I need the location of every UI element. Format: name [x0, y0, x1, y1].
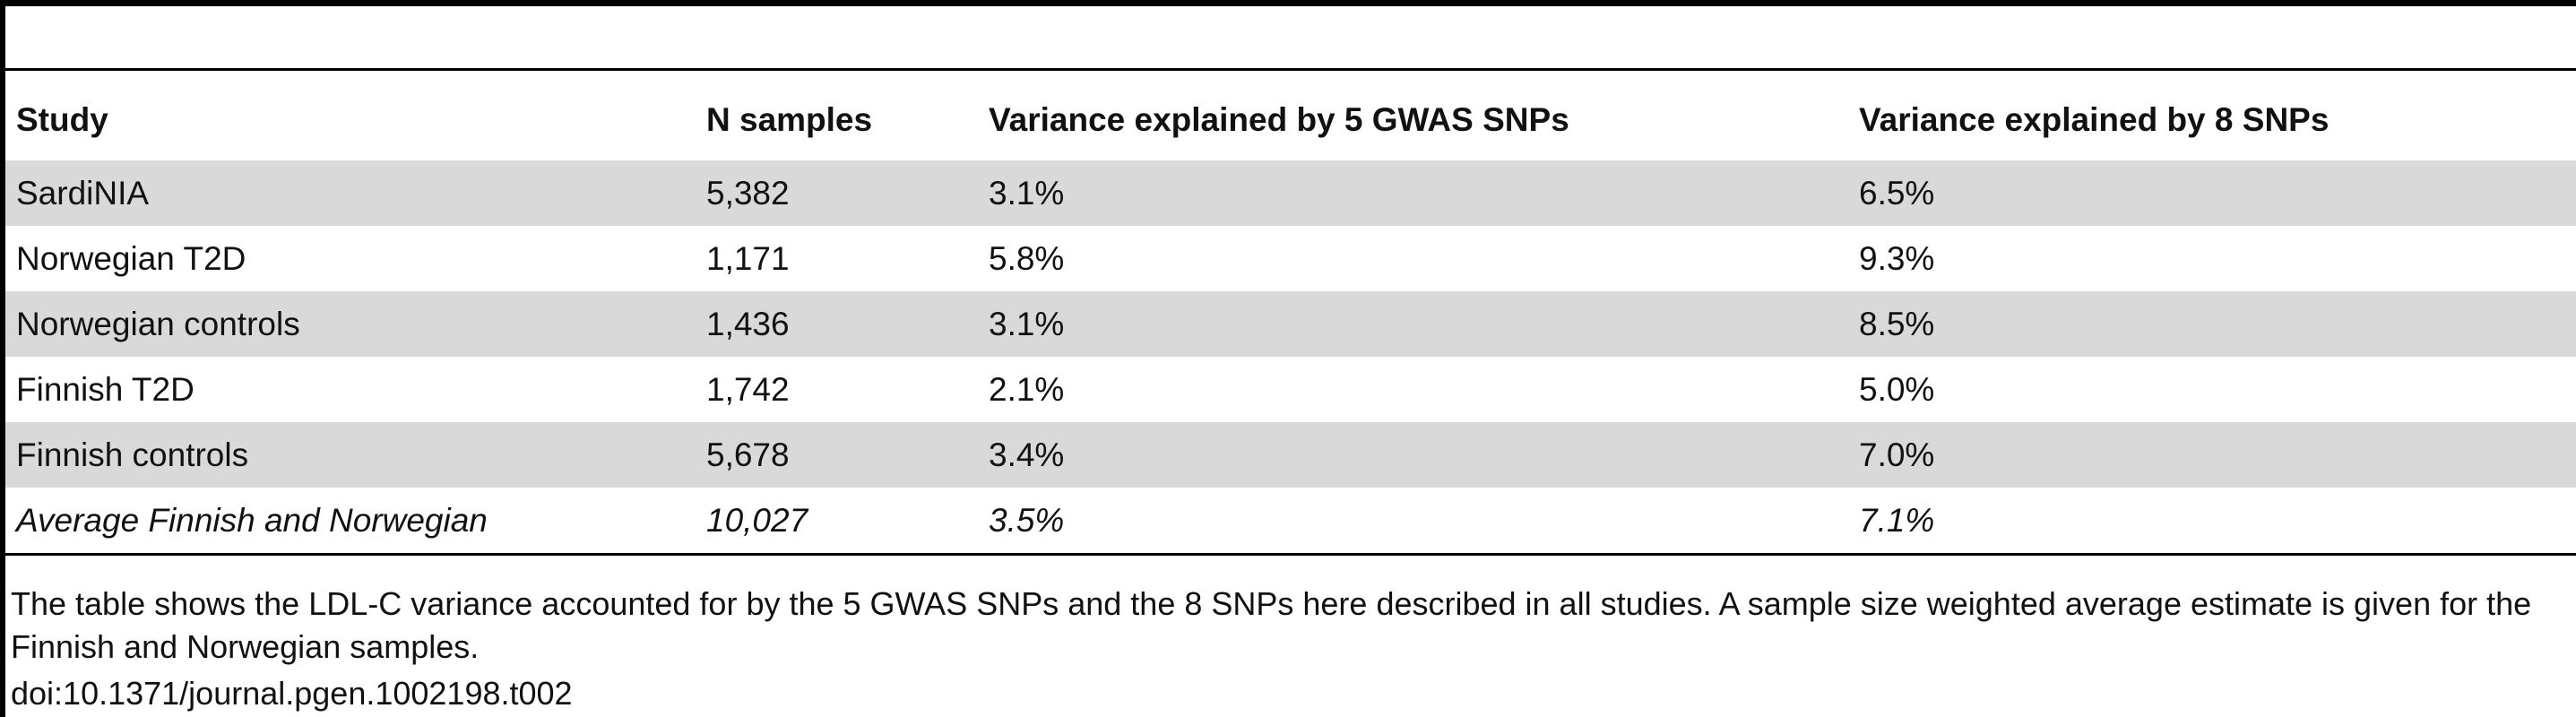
- cell-variance-5: 3.4%: [989, 436, 1065, 473]
- cell-variance-8: 7.1%: [1859, 501, 1935, 539]
- header-variance-5-gwas: Variance explained by 5 GWAS SNPs: [989, 101, 1569, 138]
- table-bottom-rule: [5, 553, 2576, 556]
- table-row: Norwegian controls 1,436 3.1% 8.5%: [5, 291, 2576, 357]
- header-study: Study: [16, 101, 108, 138]
- table-top-rule: [5, 0, 2576, 6]
- cell-study: Norwegian controls: [16, 305, 300, 342]
- cell-variance-5: 3.5%: [989, 501, 1065, 539]
- cell-variance-8: 7.0%: [1859, 436, 1935, 473]
- table-row: SardiNIA 5,382 3.1% 6.5%: [5, 160, 2576, 226]
- cell-variance-8: 6.5%: [1859, 174, 1935, 212]
- cell-variance-8: 5.0%: [1859, 370, 1935, 408]
- header-top-rule: [5, 68, 2576, 71]
- cell-study: Norwegian T2D: [16, 239, 246, 277]
- table-doi: doi:10.1371/journal.pgen.1002198.t002: [11, 675, 573, 712]
- table-row-average: Average Finnish and Norwegian 10,027 3.5…: [5, 488, 2576, 553]
- cell-variance-8: 8.5%: [1859, 305, 1935, 342]
- cell-n-samples: 1,742: [706, 370, 790, 408]
- left-border-rule: [0, 0, 5, 717]
- table-caption: The table shows the LDL-C variance accou…: [11, 585, 2532, 665]
- cell-variance-5: 3.1%: [989, 305, 1065, 342]
- cell-study: Finnish T2D: [16, 370, 194, 408]
- cell-n-samples: 10,027: [706, 501, 808, 539]
- cell-variance-8: 9.3%: [1859, 239, 1935, 277]
- cell-n-samples: 5,382: [706, 174, 790, 212]
- cell-study: Finnish controls: [16, 436, 249, 473]
- data-table: Study N samples Variance explained by 5 …: [5, 71, 2576, 553]
- header-variance-8-snps: Variance explained by 8 SNPs: [1859, 101, 2330, 138]
- cell-n-samples: 5,678: [706, 436, 790, 473]
- table-row: Finnish controls 5,678 3.4% 7.0%: [5, 422, 2576, 488]
- table-row: Norwegian T2D 1,171 5.8% 9.3%: [5, 226, 2576, 291]
- cell-variance-5: 2.1%: [989, 370, 1065, 408]
- cell-n-samples: 1,171: [706, 239, 790, 277]
- cell-study: Average Finnish and Norwegian: [16, 501, 488, 539]
- cell-variance-5: 3.1%: [989, 174, 1065, 212]
- cell-study: SardiNIA: [16, 174, 150, 212]
- table-row: Finnish T2D 1,742 2.1% 5.0%: [5, 357, 2576, 422]
- cell-variance-5: 5.8%: [989, 239, 1065, 277]
- cell-n-samples: 1,436: [706, 305, 790, 342]
- header-n-samples: N samples: [706, 101, 873, 138]
- table-header-row: Study N samples Variance explained by 5 …: [5, 71, 2576, 160]
